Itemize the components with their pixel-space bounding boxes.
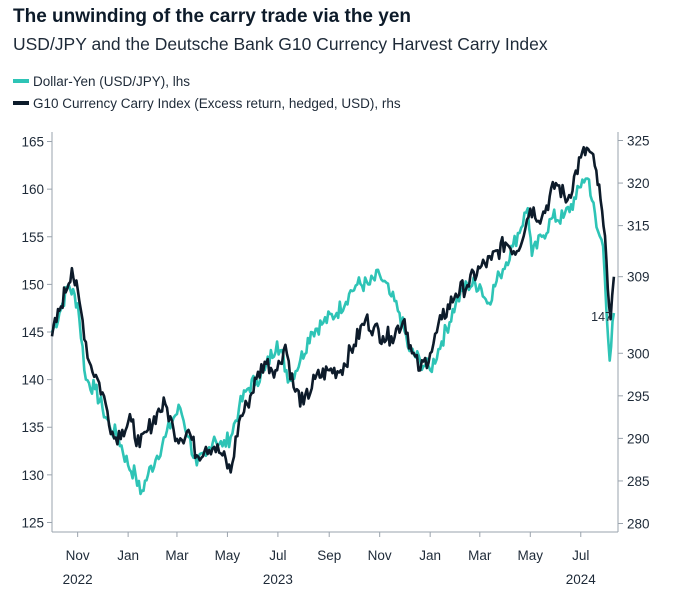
x-tick-label: Nov bbox=[66, 548, 90, 563]
x-tick-label: Mar bbox=[468, 548, 492, 563]
chart-labels: 147 bbox=[591, 310, 612, 324]
legend: Dollar-Yen (USD/JPY), lhs G10 Currency C… bbox=[13, 70, 401, 114]
x-tick-label: Jan bbox=[419, 548, 441, 563]
chart-axes: 125 130 135 140 145 150 155 160 165 280 285 290 295 3… bbox=[21, 132, 650, 587]
x-tick-label: Mar bbox=[165, 548, 189, 563]
x-tick-label: May bbox=[518, 548, 544, 563]
chart-subtitle: USD/JPY and the Deutsche Bank G10 Curren… bbox=[13, 34, 548, 54]
y-left-tick-label: 155 bbox=[21, 230, 44, 245]
y-right-tick-label: 280 bbox=[627, 516, 650, 531]
y-left-tick-label: 160 bbox=[21, 182, 44, 197]
y-right-tick-label: 315 bbox=[627, 219, 650, 234]
y-right-tick-label: 290 bbox=[627, 431, 650, 446]
legend-label-carry: G10 Currency Carry Index (Excess return,… bbox=[33, 95, 401, 111]
y-left-tick-label: 140 bbox=[21, 373, 44, 388]
series-line-usdjpy bbox=[50, 177, 616, 496]
legend-swatch-carry bbox=[13, 101, 29, 105]
legend-item-usdjpy: Dollar-Yen (USD/JPY), lhs bbox=[13, 70, 401, 92]
y-right-tick-label: 285 bbox=[627, 474, 650, 489]
x-tick-label: Jan bbox=[117, 548, 139, 563]
x-year-label: 2024 bbox=[566, 572, 597, 587]
chart-title: The unwinding of the carry trade via the… bbox=[13, 6, 412, 27]
end-label-usdjpy: 147 bbox=[591, 310, 612, 324]
y-left-tick-label: 150 bbox=[21, 277, 44, 292]
legend-swatch-usdjpy bbox=[13, 79, 29, 83]
x-tick-label: Sep bbox=[317, 548, 341, 563]
x-tick-label: May bbox=[215, 548, 241, 563]
x-tick-label: Nov bbox=[368, 548, 392, 563]
y-right-tick-label: 325 bbox=[627, 134, 650, 149]
legend-label-usdjpy: Dollar-Yen (USD/JPY), lhs bbox=[33, 73, 191, 89]
y-left-tick-label: 130 bbox=[21, 468, 44, 483]
y-left-tick-label: 125 bbox=[21, 515, 44, 530]
x-tick-label: Jul bbox=[572, 548, 589, 563]
y-left-tick-label: 165 bbox=[21, 135, 44, 150]
y-right-tick-label: 295 bbox=[627, 389, 650, 404]
y-right-tick-label: 320 bbox=[627, 176, 650, 191]
y-left-tick-label: 135 bbox=[21, 420, 44, 435]
x-year-label: 2023 bbox=[263, 572, 293, 587]
y-right-tick-label: 300 bbox=[627, 346, 650, 361]
y-right-tick-label: 309 bbox=[627, 270, 650, 285]
legend-item-carry: G10 Currency Carry Index (Excess return,… bbox=[13, 92, 401, 114]
chart-lines bbox=[50, 145, 616, 496]
x-tick-label: Jul bbox=[269, 548, 286, 563]
series-line-carry bbox=[50, 145, 616, 474]
x-year-label: 2022 bbox=[63, 572, 93, 587]
y-left-tick-label: 145 bbox=[21, 325, 44, 340]
